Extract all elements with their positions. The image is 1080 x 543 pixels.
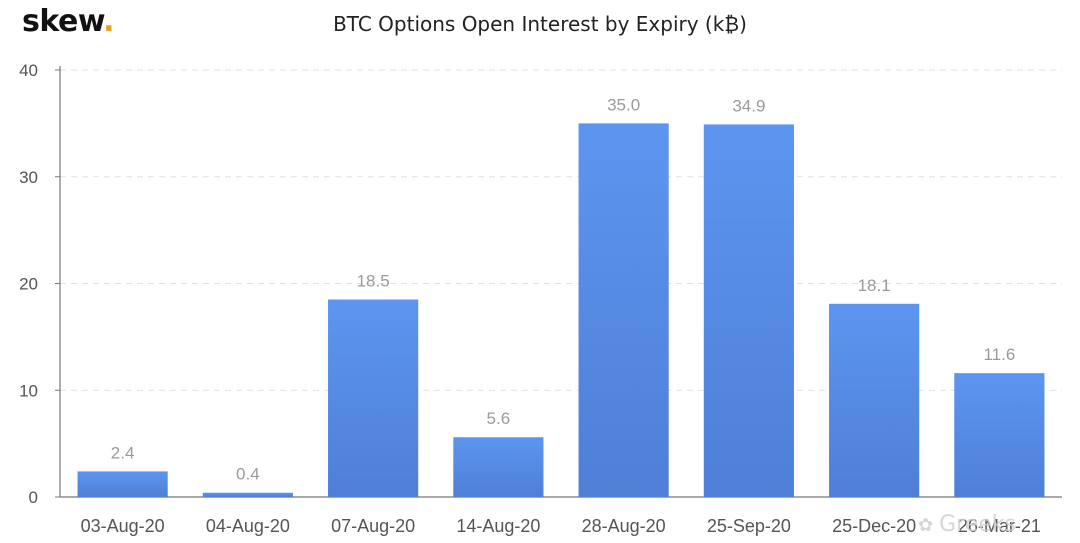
bar-03-Aug-20 [77, 471, 168, 497]
wechat-icon: ✿ [918, 515, 934, 536]
x-tick-label: 14-Aug-20 [456, 516, 540, 536]
data-label: 18.1 [858, 276, 891, 295]
x-tick-label: 28-Aug-20 [582, 516, 666, 536]
y-tick-label: 30 [19, 168, 38, 187]
watermark: ✿ Greeks [918, 512, 1016, 537]
bar-04-Aug-20 [202, 492, 293, 497]
tick-labels: 0 10 20 30 40 03-Aug-20 04-Aug-20 07-Aug-20 14-A… [19, 61, 1041, 536]
data-labels: 2.4 0.4 18.5 5.6 35.0 34.9 18.1 11.6 [111, 95, 1015, 483]
data-label: 2.4 [111, 443, 135, 462]
data-label: 0.4 [236, 465, 260, 484]
y-tick-label: 10 [19, 381, 38, 400]
data-label: 18.5 [357, 272, 390, 291]
y-tick-label: 20 [19, 275, 38, 294]
bar-25-Dec-20 [829, 303, 920, 497]
x-tick-label: 26-Mar-21 [958, 516, 1041, 536]
bar-26-Mar-21 [954, 373, 1045, 497]
x-tick-label: 25-Dec-20 [832, 516, 916, 536]
bar-14-Aug-20 [453, 437, 544, 497]
grid-lines [60, 69, 1062, 391]
bars [77, 123, 1045, 497]
data-label: 11.6 [983, 345, 1015, 364]
bar-25-Sep-20 [703, 124, 794, 497]
data-label: 5.6 [487, 409, 511, 428]
bar-07-Aug-20 [328, 299, 419, 497]
skew-logo: skew. [22, 4, 115, 39]
bar-28-Aug-20 [578, 123, 669, 497]
x-tick-label: 04-Aug-20 [206, 516, 290, 536]
chart-title: BTC Options Open Interest by Expiry (k₿) [333, 12, 747, 36]
x-tick-label: 07-Aug-20 [331, 516, 415, 536]
x-tick-label: 03-Aug-20 [81, 516, 165, 536]
data-label: 35.0 [607, 95, 640, 114]
data-label: 34.9 [732, 96, 765, 115]
x-tick-label: 25-Sep-20 [707, 516, 791, 536]
y-tick-label: 0 [29, 488, 38, 507]
y-tick-label: 40 [19, 61, 38, 80]
